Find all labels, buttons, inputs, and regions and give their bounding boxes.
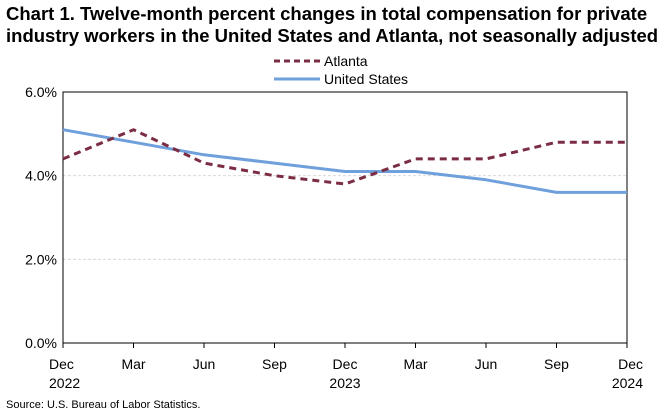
chart-legend: Atlanta United States xyxy=(274,52,408,88)
legend-label-atlanta: Atlanta xyxy=(324,53,368,69)
legend-item-atlanta: Atlanta xyxy=(274,52,408,70)
chart-title-line-2: industry workers in the United States an… xyxy=(6,25,659,46)
legend-swatch-atlanta xyxy=(274,59,320,63)
x-tick-year-label-4: 2023 xyxy=(329,375,360,391)
legend-swatch-united-states xyxy=(274,77,320,81)
x-tick-year-label-0: 2022 xyxy=(49,375,80,391)
plot-area xyxy=(62,91,628,344)
x-tick-label-6: Jun xyxy=(475,356,498,372)
x-tick-label-1: Mar xyxy=(121,356,145,372)
source-note: Source: U.S. Bureau of Labor Statistics. xyxy=(6,399,201,411)
y-tick-label-2: 4.0% xyxy=(25,168,57,184)
y-tick-label-1: 2.0% xyxy=(25,251,57,267)
x-tick-label-5: Mar xyxy=(403,356,427,372)
x-tick-label-8: Dec xyxy=(618,356,643,372)
series-line-atlanta xyxy=(62,128,627,186)
legend-label-united-states: United States xyxy=(324,71,409,87)
series-line-united-states xyxy=(62,128,627,194)
x-tick-label-3: Sep xyxy=(262,356,287,372)
legend-item-united-states: United States xyxy=(274,70,408,88)
x-tick-label-2: Jun xyxy=(193,356,216,372)
y-tick-label-0: 0.0% xyxy=(25,335,57,351)
x-tick-year-label-8: 2024 xyxy=(612,375,643,391)
y-tick-label-3: 6.0% xyxy=(25,84,57,100)
chart-title-line-1: Chart 1. Twelve-month percent changes in… xyxy=(6,3,648,24)
x-tick-label-4: Dec xyxy=(333,356,358,372)
x-tick-label-7: Sep xyxy=(544,356,569,372)
x-tick-label-0: Dec xyxy=(49,356,74,372)
chart-title: Chart 1. Twelve-month percent changes in… xyxy=(6,3,662,47)
